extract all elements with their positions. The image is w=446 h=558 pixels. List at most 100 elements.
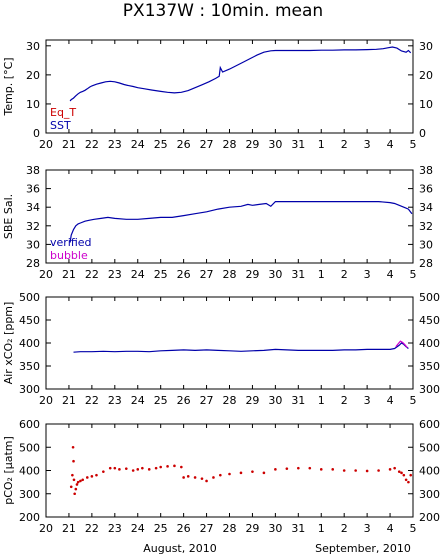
data-point [186, 475, 190, 478]
data-point [147, 468, 151, 471]
data-point [154, 466, 158, 470]
y-tick-label-left: 400 [19, 337, 40, 350]
x-tick-label: 20 [39, 268, 53, 281]
data-point [205, 479, 208, 483]
x-tick-label: 3 [364, 522, 371, 535]
x-tick-label: 30 [268, 268, 282, 281]
y-tick-label-left: 30 [26, 40, 40, 53]
data-point [342, 469, 346, 472]
x-tick-label: 3 [364, 268, 371, 281]
y-axis-label: SBE Sal. [2, 194, 15, 239]
x-tick-label: 4 [387, 394, 394, 407]
x-tick-label: 3 [364, 138, 371, 151]
data-point [262, 471, 266, 475]
legend-label: verified [50, 236, 92, 249]
x-tick-label: 5 [410, 522, 417, 535]
x-tick-label: 23 [108, 268, 122, 281]
y-tick-label-right: 500 [419, 441, 440, 454]
x-tick-label: 28 [223, 138, 237, 151]
y-axis-label: pCO₂ [μatm] [2, 436, 15, 505]
data-point [173, 464, 176, 468]
data-point [407, 480, 410, 484]
x-tick-label: 25 [154, 522, 168, 535]
data-point [193, 476, 197, 479]
x-tick-label: 20 [39, 522, 53, 535]
x-tick-label: 22 [85, 394, 99, 407]
legend-label: Eq_T [50, 106, 76, 119]
series-line [395, 340, 408, 348]
series-line [73, 342, 409, 353]
x-tick-label: 30 [268, 138, 282, 151]
x-tick-label: 5 [410, 268, 417, 281]
x-tick-label: 31 [291, 394, 305, 407]
data-point [90, 475, 94, 478]
data-point [136, 468, 140, 471]
x-tick-label: 29 [245, 522, 259, 535]
data-point [71, 473, 74, 477]
data-point [71, 445, 75, 449]
x-tick-label: 28 [223, 522, 237, 535]
x-tick-label: 25 [154, 394, 168, 407]
y-tick-label-right: 32 [419, 220, 433, 233]
y-tick-label-left: 450 [19, 314, 40, 327]
x-tick-label: 27 [200, 138, 214, 151]
data-point [141, 466, 144, 470]
x-tick-label: 27 [200, 522, 214, 535]
data-point [308, 466, 312, 470]
y-tick-label-left: 500 [19, 441, 40, 454]
data-point [354, 469, 357, 472]
data-point [297, 466, 300, 470]
series-line [69, 46, 412, 102]
data-point [228, 472, 231, 476]
y-tick-label-right: 400 [419, 465, 440, 478]
y-tick-label-left: 38 [26, 164, 40, 177]
x-tick-label: 1 [318, 268, 325, 281]
series-line [69, 201, 413, 243]
y-tick-label-right: 20 [419, 69, 433, 82]
x-tick-label: 22 [85, 522, 99, 535]
y-tick-label-left: 200 [19, 511, 40, 524]
data-point [251, 470, 254, 473]
x-caption-august: August, 2010 [143, 542, 216, 555]
x-tick-label: 30 [268, 394, 282, 407]
data-point [365, 469, 369, 473]
x-tick-label: 26 [177, 268, 191, 281]
data-point [85, 476, 89, 479]
y-tick-label-right: 34 [419, 201, 433, 214]
x-tick-label: 20 [39, 394, 53, 407]
legend-label: bubble [50, 249, 88, 262]
y-tick-label-right: 0 [419, 127, 426, 140]
x-tick-label: 21 [62, 394, 76, 407]
chart-title: PX137W : 10min. mean [123, 1, 323, 21]
data-point [182, 476, 185, 479]
x-tick-label: 31 [291, 268, 305, 281]
y-tick-label-left: 350 [19, 360, 40, 373]
data-point [131, 469, 135, 472]
y-tick-label-right: 300 [419, 488, 440, 501]
x-tick-label: 22 [85, 268, 99, 281]
y-tick-label-left: 400 [19, 465, 40, 478]
x-tick-label: 24 [131, 522, 145, 535]
data-point [113, 466, 117, 470]
data-point [404, 478, 408, 482]
x-tick-label: 4 [387, 138, 394, 151]
data-point [388, 468, 392, 471]
y-tick-label-right: 28 [419, 257, 433, 270]
x-tick-label: 4 [387, 268, 394, 281]
y-axis-label: Air xCO₂ [ppm] [2, 302, 15, 385]
data-point [200, 477, 204, 480]
data-point [331, 468, 335, 471]
x-tick-label: 5 [410, 138, 417, 151]
x-tick-label: 21 [62, 138, 76, 151]
data-point [393, 466, 396, 470]
y-tick-label-right: 30 [419, 40, 433, 53]
data-point [159, 465, 162, 469]
x-tick-label: 2 [341, 138, 348, 151]
data-point [180, 465, 183, 469]
x-tick-label: 29 [245, 138, 259, 151]
x-tick-label: 5 [410, 394, 417, 407]
x-tick-label: 22 [85, 138, 99, 151]
